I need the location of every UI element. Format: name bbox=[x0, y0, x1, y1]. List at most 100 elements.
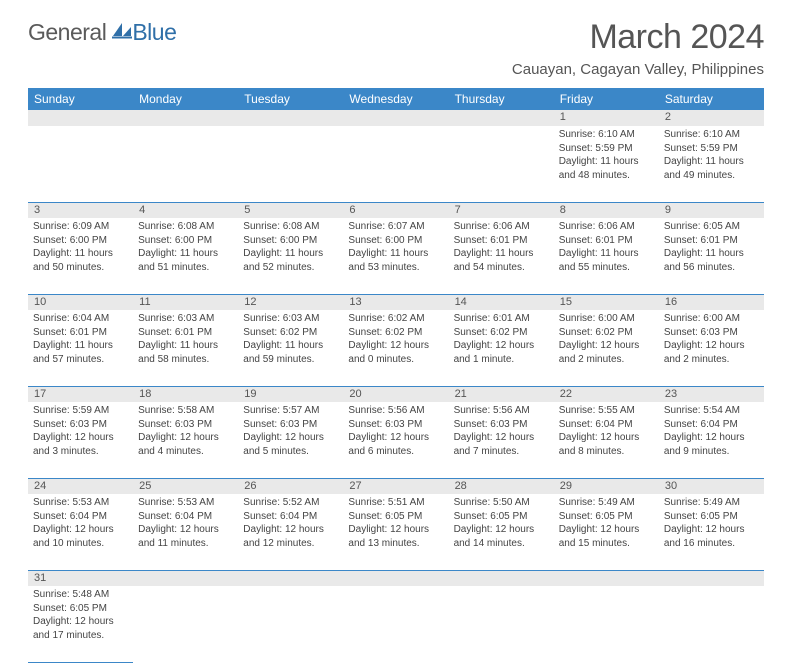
day-number-cell bbox=[343, 570, 448, 586]
day-number-cell: 15 bbox=[554, 294, 659, 310]
day-cell bbox=[28, 126, 133, 202]
day-details: Sunrise: 5:51 AMSunset: 6:05 PMDaylight:… bbox=[343, 494, 448, 554]
day-cell: Sunrise: 6:00 AMSunset: 6:03 PMDaylight:… bbox=[659, 310, 764, 386]
day-cell bbox=[449, 586, 554, 662]
title-block: March 2024 Cauayan, Cagayan Valley, Phil… bbox=[512, 18, 764, 78]
month-title: March 2024 bbox=[512, 18, 764, 57]
day-details: Sunrise: 6:03 AMSunset: 6:01 PMDaylight:… bbox=[133, 310, 238, 370]
calendar-table: SundayMondayTuesdayWednesdayThursdayFrid… bbox=[28, 88, 764, 663]
day-details: Sunrise: 6:04 AMSunset: 6:01 PMDaylight:… bbox=[28, 310, 133, 370]
day-number-cell: 9 bbox=[659, 202, 764, 218]
day-cell: Sunrise: 6:04 AMSunset: 6:01 PMDaylight:… bbox=[28, 310, 133, 386]
day-cell: Sunrise: 5:52 AMSunset: 6:04 PMDaylight:… bbox=[238, 494, 343, 570]
day-number-cell: 8 bbox=[554, 202, 659, 218]
day-number-cell bbox=[133, 570, 238, 586]
day-number-cell: 24 bbox=[28, 478, 133, 494]
day-header: Tuesday bbox=[238, 88, 343, 110]
day-details: Sunrise: 5:58 AMSunset: 6:03 PMDaylight:… bbox=[133, 402, 238, 462]
day-cell: Sunrise: 5:49 AMSunset: 6:05 PMDaylight:… bbox=[659, 494, 764, 570]
day-number-cell bbox=[659, 570, 764, 586]
day-cell: Sunrise: 6:01 AMSunset: 6:02 PMDaylight:… bbox=[449, 310, 554, 386]
day-details: Sunrise: 6:08 AMSunset: 6:00 PMDaylight:… bbox=[238, 218, 343, 278]
day-number-cell: 22 bbox=[554, 386, 659, 402]
day-number-cell: 11 bbox=[133, 294, 238, 310]
day-number-cell: 5 bbox=[238, 202, 343, 218]
day-cell: Sunrise: 6:02 AMSunset: 6:02 PMDaylight:… bbox=[343, 310, 448, 386]
day-cell: Sunrise: 5:57 AMSunset: 6:03 PMDaylight:… bbox=[238, 402, 343, 478]
day-number-cell bbox=[449, 570, 554, 586]
day-number-cell: 19 bbox=[238, 386, 343, 402]
header: General Blue March 2024 Cauayan, Cagayan… bbox=[28, 18, 764, 78]
day-number-cell bbox=[554, 570, 659, 586]
day-cell: Sunrise: 6:08 AMSunset: 6:00 PMDaylight:… bbox=[238, 218, 343, 294]
day-cell: Sunrise: 5:56 AMSunset: 6:03 PMDaylight:… bbox=[449, 402, 554, 478]
day-details: Sunrise: 6:09 AMSunset: 6:00 PMDaylight:… bbox=[28, 218, 133, 278]
sail-icon bbox=[111, 18, 133, 45]
day-number-cell bbox=[238, 570, 343, 586]
day-cell: Sunrise: 6:03 AMSunset: 6:02 PMDaylight:… bbox=[238, 310, 343, 386]
day-details: Sunrise: 6:00 AMSunset: 6:02 PMDaylight:… bbox=[554, 310, 659, 370]
day-details: Sunrise: 5:50 AMSunset: 6:05 PMDaylight:… bbox=[449, 494, 554, 554]
day-details: Sunrise: 5:59 AMSunset: 6:03 PMDaylight:… bbox=[28, 402, 133, 462]
day-number-cell: 14 bbox=[449, 294, 554, 310]
day-cell bbox=[659, 586, 764, 662]
day-details: Sunrise: 5:52 AMSunset: 6:04 PMDaylight:… bbox=[238, 494, 343, 554]
day-details: Sunrise: 6:10 AMSunset: 5:59 PMDaylight:… bbox=[659, 126, 764, 186]
day-number-cell: 27 bbox=[343, 478, 448, 494]
day-cell: Sunrise: 6:00 AMSunset: 6:02 PMDaylight:… bbox=[554, 310, 659, 386]
day-cell: Sunrise: 5:49 AMSunset: 6:05 PMDaylight:… bbox=[554, 494, 659, 570]
day-header: Wednesday bbox=[343, 88, 448, 110]
day-details: Sunrise: 5:57 AMSunset: 6:03 PMDaylight:… bbox=[238, 402, 343, 462]
day-number-cell: 2 bbox=[659, 110, 764, 126]
day-number-cell: 4 bbox=[133, 202, 238, 218]
day-cell bbox=[238, 586, 343, 662]
day-number-cell bbox=[449, 110, 554, 126]
day-header: Thursday bbox=[449, 88, 554, 110]
day-cell: Sunrise: 5:56 AMSunset: 6:03 PMDaylight:… bbox=[343, 402, 448, 478]
day-number-cell: 7 bbox=[449, 202, 554, 218]
day-details: Sunrise: 5:53 AMSunset: 6:04 PMDaylight:… bbox=[133, 494, 238, 554]
logo-text-blue: Blue bbox=[132, 19, 176, 46]
day-cell bbox=[343, 586, 448, 662]
day-cell: Sunrise: 6:06 AMSunset: 6:01 PMDaylight:… bbox=[554, 218, 659, 294]
calendar-header-row: SundayMondayTuesdayWednesdayThursdayFrid… bbox=[28, 88, 764, 110]
day-number-cell: 23 bbox=[659, 386, 764, 402]
day-number-cell bbox=[238, 110, 343, 126]
day-cell: Sunrise: 5:55 AMSunset: 6:04 PMDaylight:… bbox=[554, 402, 659, 478]
day-number-cell: 21 bbox=[449, 386, 554, 402]
day-cell: Sunrise: 5:51 AMSunset: 6:05 PMDaylight:… bbox=[343, 494, 448, 570]
day-details: Sunrise: 6:06 AMSunset: 6:01 PMDaylight:… bbox=[449, 218, 554, 278]
day-cell: Sunrise: 5:58 AMSunset: 6:03 PMDaylight:… bbox=[133, 402, 238, 478]
day-cell: Sunrise: 5:54 AMSunset: 6:04 PMDaylight:… bbox=[659, 402, 764, 478]
day-cell bbox=[554, 586, 659, 662]
day-number-cell: 26 bbox=[238, 478, 343, 494]
day-cell bbox=[449, 126, 554, 202]
day-number-cell: 18 bbox=[133, 386, 238, 402]
day-details: Sunrise: 5:56 AMSunset: 6:03 PMDaylight:… bbox=[449, 402, 554, 462]
day-details: Sunrise: 5:49 AMSunset: 6:05 PMDaylight:… bbox=[659, 494, 764, 554]
day-number-cell bbox=[28, 110, 133, 126]
day-details: Sunrise: 6:06 AMSunset: 6:01 PMDaylight:… bbox=[554, 218, 659, 278]
day-header: Friday bbox=[554, 88, 659, 110]
day-cell: Sunrise: 6:06 AMSunset: 6:01 PMDaylight:… bbox=[449, 218, 554, 294]
day-cell: Sunrise: 5:53 AMSunset: 6:04 PMDaylight:… bbox=[28, 494, 133, 570]
day-cell bbox=[343, 126, 448, 202]
day-number-cell: 25 bbox=[133, 478, 238, 494]
day-number-cell: 10 bbox=[28, 294, 133, 310]
day-cell: Sunrise: 5:48 AMSunset: 6:05 PMDaylight:… bbox=[28, 586, 133, 662]
day-number-cell: 1 bbox=[554, 110, 659, 126]
day-details: Sunrise: 6:01 AMSunset: 6:02 PMDaylight:… bbox=[449, 310, 554, 370]
day-cell: Sunrise: 6:10 AMSunset: 5:59 PMDaylight:… bbox=[554, 126, 659, 202]
day-cell: Sunrise: 5:50 AMSunset: 6:05 PMDaylight:… bbox=[449, 494, 554, 570]
day-cell: Sunrise: 6:10 AMSunset: 5:59 PMDaylight:… bbox=[659, 126, 764, 202]
day-cell: Sunrise: 6:08 AMSunset: 6:00 PMDaylight:… bbox=[133, 218, 238, 294]
day-cell bbox=[133, 586, 238, 662]
day-cell: Sunrise: 6:05 AMSunset: 6:01 PMDaylight:… bbox=[659, 218, 764, 294]
day-number-cell: 30 bbox=[659, 478, 764, 494]
day-number-cell: 16 bbox=[659, 294, 764, 310]
day-cell: Sunrise: 6:03 AMSunset: 6:01 PMDaylight:… bbox=[133, 310, 238, 386]
day-cell: Sunrise: 6:09 AMSunset: 6:00 PMDaylight:… bbox=[28, 218, 133, 294]
logo: General Blue bbox=[28, 18, 176, 47]
day-number-cell: 28 bbox=[449, 478, 554, 494]
day-number-cell: 3 bbox=[28, 202, 133, 218]
